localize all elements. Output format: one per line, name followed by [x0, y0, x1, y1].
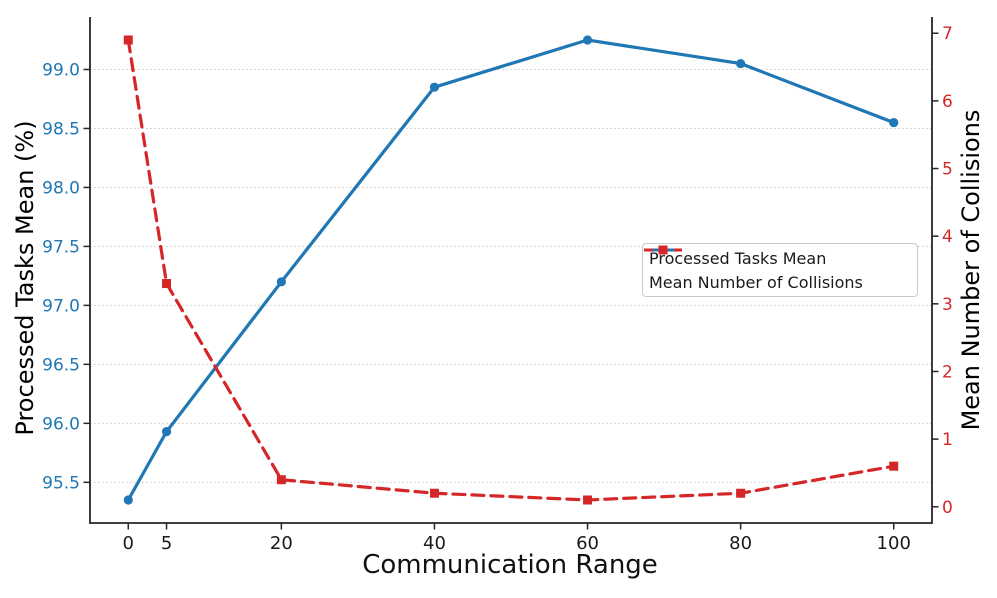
right-tick-label: 1 — [942, 430, 953, 450]
x-tick-label: 5 — [161, 533, 172, 554]
left-tick-label: 98.0 — [42, 178, 80, 198]
legend-entry-processed-tasks: Processed Tasks Mean — [644, 245, 909, 268]
right-tick-label: 7 — [942, 24, 953, 44]
data-point-mean-number-of-collisions — [123, 35, 133, 45]
data-point-processed-tasks-mean — [582, 35, 593, 45]
x-tick-label: 60 — [576, 533, 599, 554]
legend-label-processed-tasks: Processed Tasks Mean — [649, 248, 827, 268]
data-point-mean-number-of-collisions — [276, 475, 286, 485]
left-tick-label: 97.5 — [42, 237, 80, 257]
right-tick-label: 4 — [942, 227, 953, 247]
data-point-mean-number-of-collisions — [583, 495, 593, 505]
x-tick-label: 100 — [877, 533, 911, 554]
data-point-processed-tasks-mean — [161, 426, 172, 437]
data-point-mean-number-of-collisions — [889, 461, 899, 471]
x-tick-label: 80 — [729, 533, 752, 554]
data-point-processed-tasks-mean — [123, 495, 133, 505]
legend-label-collisions: Mean Number of Collisions — [649, 272, 863, 292]
right-tick-label: 2 — [942, 362, 953, 382]
left-tick-label: 95.5 — [42, 473, 80, 493]
left-tick-label: 99.0 — [42, 60, 80, 80]
data-point-mean-number-of-collisions — [162, 279, 172, 289]
data-point-processed-tasks-mean — [429, 82, 440, 92]
right-tick-label: 0 — [942, 498, 953, 518]
chart-legend: Processed Tasks Mean Mean Number of Coll… — [642, 243, 918, 297]
legend-swatch-dashed-line-icon — [644, 245, 682, 255]
data-point-processed-tasks-mean — [276, 277, 286, 287]
left-tick-label: 96.0 — [42, 414, 80, 434]
x-tick-label: 20 — [270, 533, 293, 554]
data-point-processed-tasks-mean — [889, 117, 899, 128]
right-tick-label: 3 — [942, 295, 953, 315]
right-tick-label: 6 — [942, 92, 953, 112]
right-tick-label: 5 — [942, 160, 953, 180]
left-tick-label: 97.0 — [42, 296, 80, 316]
data-point-mean-number-of-collisions — [736, 488, 746, 498]
data-point-processed-tasks-mean — [736, 58, 746, 69]
x-tick-label: 0 — [123, 533, 134, 554]
data-point-mean-number-of-collisions — [429, 488, 439, 498]
left-tick-label: 96.5 — [42, 355, 80, 375]
left-tick-label: 98.5 — [42, 119, 80, 139]
legend-entry-collisions: Mean Number of Collisions — [644, 245, 909, 292]
x-tick-label: 40 — [423, 533, 446, 554]
